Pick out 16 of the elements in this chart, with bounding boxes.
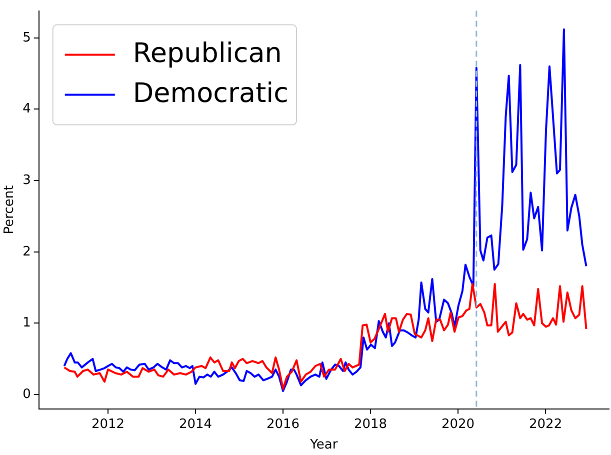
y-tick-label: 3 xyxy=(22,172,31,188)
x-tick-label: 2016 xyxy=(266,416,300,432)
y-tick-label: 1 xyxy=(22,316,31,331)
y-axis-title: Percent xyxy=(2,185,18,234)
x-axis-title: Year xyxy=(309,438,338,453)
legend-label: Republican xyxy=(132,38,282,69)
y-tick-label: 5 xyxy=(22,30,31,46)
legend-label: Democratic xyxy=(132,78,289,109)
y-tick-label: 2 xyxy=(22,244,31,260)
x-tick-label: 2020 xyxy=(442,416,475,432)
y-tick-label: 0 xyxy=(22,386,31,402)
x-tick-label: 2012 xyxy=(91,416,125,432)
x-tick-label: 2014 xyxy=(178,416,212,432)
x-tick-label: 2018 xyxy=(354,416,388,432)
y-tick-label: 4 xyxy=(22,102,31,117)
x-tick-label: 2022 xyxy=(529,416,562,432)
